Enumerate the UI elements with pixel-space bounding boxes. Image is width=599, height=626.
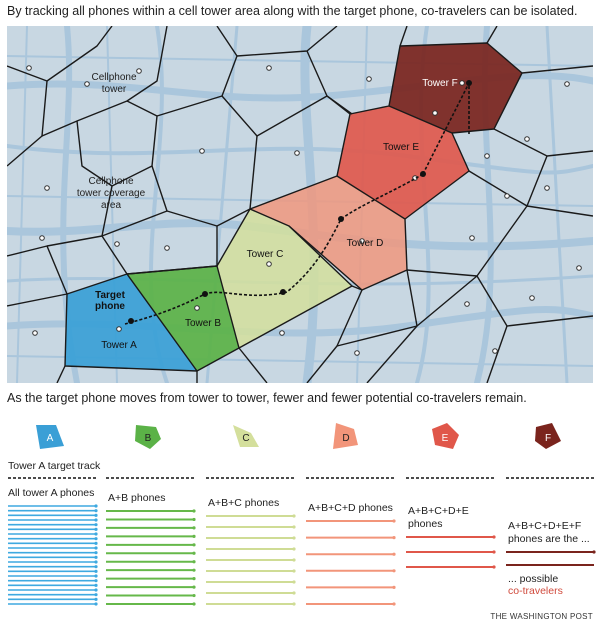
column-label: A+B+C+D+E phones <box>408 505 469 530</box>
target-track-label: Tower A target track <box>8 460 101 472</box>
tower-icon-d <box>333 423 358 449</box>
tower-c-area <box>217 209 352 348</box>
phone-track-end <box>192 568 196 572</box>
tower-icon-label-e: E <box>442 433 449 444</box>
label-tower-f: Tower F <box>422 78 458 89</box>
phone-track-end <box>192 551 196 555</box>
tower-markers <box>26 65 582 356</box>
phone-track-end <box>94 518 98 522</box>
phone-track-end <box>94 560 98 564</box>
phone-track-end <box>192 585 196 589</box>
phone-track-end <box>592 550 596 554</box>
phone-track-end <box>492 565 496 569</box>
tower-d-area <box>250 176 407 290</box>
phone-track-end <box>292 536 296 540</box>
phone-track-end <box>192 543 196 547</box>
tower-f-area <box>389 43 522 133</box>
tower-icon-a <box>36 425 64 449</box>
phone-track-end <box>94 504 98 508</box>
phone-track-end <box>292 580 296 584</box>
cotraveler-diagram: A B C D E F Tower A target track All tower A … <box>8 423 596 606</box>
cell-boundaries <box>7 26 593 383</box>
tower-icon-label-d: D <box>342 433 349 444</box>
phone-track-end <box>192 509 196 513</box>
phone-track-end <box>94 588 98 592</box>
phone-track-end <box>94 523 98 527</box>
tower-icon-f <box>535 423 561 449</box>
tower-icon-c <box>233 425 259 447</box>
phone-track-end <box>192 593 196 598</box>
column-label: A+B phones <box>108 492 166 504</box>
possible-label: ... possible <box>508 573 558 585</box>
tower-icon-label-c: C <box>242 433 249 444</box>
phone-track-end <box>292 569 296 573</box>
phone-track-end <box>292 591 296 595</box>
phone-track-end <box>94 569 98 573</box>
phone-track-end <box>94 527 98 531</box>
label-tower-c: Tower C <box>247 249 284 260</box>
phone-track-end <box>192 534 196 538</box>
cell-tower-map: Cellphone tower Cellphone tower coverage ar… <box>7 26 593 383</box>
phone-track-end <box>94 602 98 606</box>
phone-track-end <box>94 537 98 541</box>
phone-track-end <box>192 517 196 522</box>
phone-track-end <box>492 535 496 539</box>
tower-icon-b <box>135 425 161 449</box>
phone-track-end <box>94 546 98 550</box>
phone-track-end <box>392 519 396 523</box>
label-tower-a: Tower A <box>101 340 137 351</box>
phone-track-end <box>94 574 98 578</box>
label-tower-d: Tower D <box>347 238 384 249</box>
credit-label: THE WASHINGTON POST <box>490 612 593 621</box>
phone-track-end <box>94 593 98 597</box>
phone-track-end <box>192 577 196 581</box>
phone-track-end <box>392 552 396 556</box>
phone-track-end <box>94 513 98 517</box>
column-label: A+B+C+D+E+F phones are the ... <box>508 520 590 545</box>
phone-track-end <box>192 602 196 606</box>
phone-track-end <box>192 526 196 530</box>
phone-track-end <box>392 585 396 589</box>
column-label: All tower A phones <box>8 487 94 499</box>
label-cellphone-tower: Cellphone tower <box>91 72 136 95</box>
phone-track-end <box>94 579 98 583</box>
caption-text: As the target phone moves from tower to … <box>7 391 527 405</box>
phone-track-end <box>392 536 396 540</box>
phone-track-end <box>392 602 396 606</box>
label-tower-e: Tower E <box>383 142 419 153</box>
tower-icon-e <box>432 423 459 449</box>
phone-track-end <box>94 583 98 587</box>
phone-track-end <box>94 597 98 601</box>
phone-track-end <box>392 569 396 573</box>
phone-track-end <box>94 509 98 513</box>
label-tower-b: Tower B <box>185 318 221 329</box>
phone-track-end <box>492 550 496 554</box>
phone-track-end <box>192 560 196 564</box>
intro-text: By tracking all phones within a cell tow… <box>7 4 578 18</box>
target-dots <box>128 80 472 324</box>
phone-track-end <box>94 555 98 559</box>
tower-icon-label-a: A <box>47 433 54 444</box>
label-coverage-area: Cellphone tower coverage area <box>77 176 146 211</box>
tower-icon-label-f: F <box>545 433 551 444</box>
phone-track-end <box>292 602 296 606</box>
phone-track-end <box>292 558 296 562</box>
column-label: A+B+C phones <box>208 497 279 509</box>
column-label: A+B+C+D phones <box>308 502 393 514</box>
tower-icon-label-b: B <box>145 433 152 444</box>
tower-e-area <box>337 106 469 219</box>
phone-track-end <box>94 565 98 569</box>
phone-track-end <box>292 514 296 518</box>
phone-track-end <box>94 551 98 555</box>
phone-track-end <box>292 525 296 529</box>
phone-track-end <box>94 541 98 545</box>
cotravelers-label: co-travelers <box>508 585 563 597</box>
phone-track-end <box>94 532 98 536</box>
phone-track-end <box>292 547 296 551</box>
label-target-phone: Target phone <box>95 290 126 312</box>
